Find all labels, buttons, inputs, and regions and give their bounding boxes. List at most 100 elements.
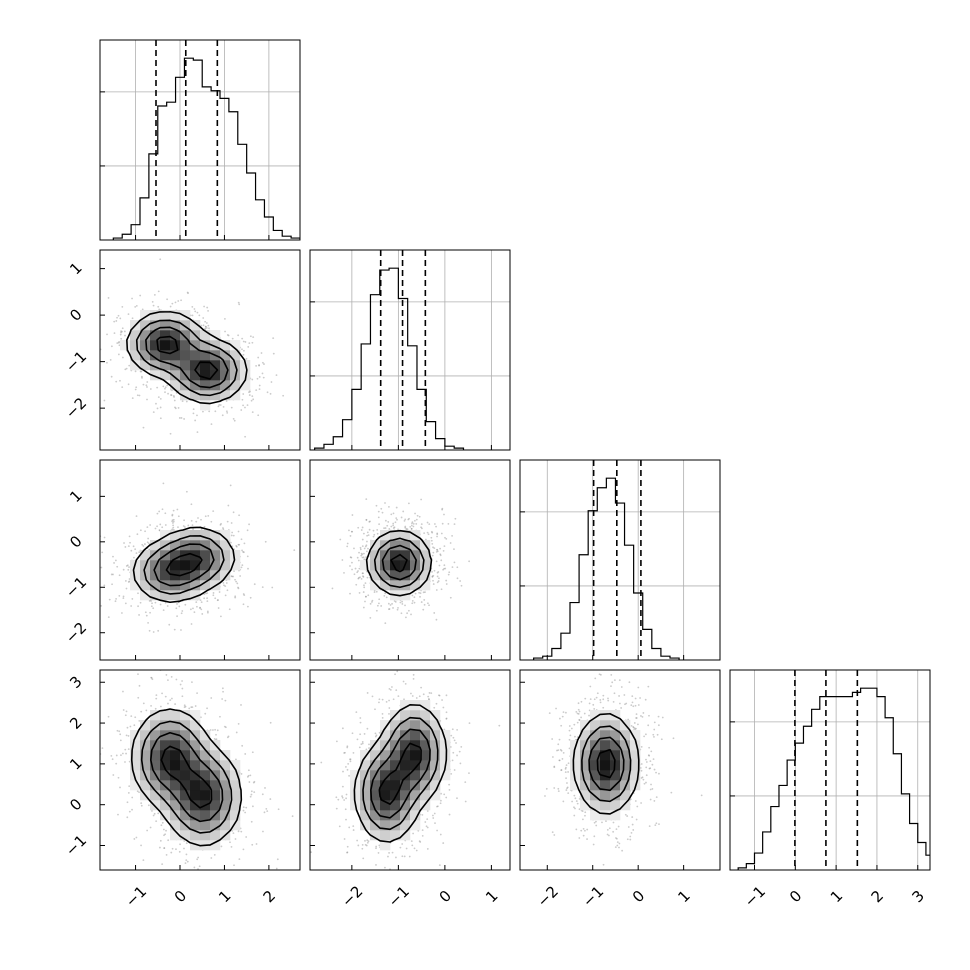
scatter-point xyxy=(170,851,173,854)
scatter-point xyxy=(439,799,442,802)
scatter-point xyxy=(442,549,445,552)
density-cell xyxy=(410,820,421,831)
scatter-point xyxy=(362,576,365,578)
scatter-point xyxy=(131,598,134,600)
scatter-point xyxy=(422,591,425,594)
scatter-point xyxy=(421,629,423,631)
density-cell xyxy=(130,760,141,771)
scatter-point xyxy=(403,855,406,858)
scatter-point xyxy=(214,728,217,731)
density-cell xyxy=(150,790,161,801)
scatter-point xyxy=(224,594,227,597)
scatter-point xyxy=(394,600,397,603)
scatter-point xyxy=(111,758,114,761)
scatter-point xyxy=(100,566,103,569)
scatter-point xyxy=(375,609,378,612)
scatter-point xyxy=(395,506,398,509)
scatter-point xyxy=(124,546,127,548)
density-cell xyxy=(130,350,141,361)
density-cell xyxy=(360,780,371,791)
scatter-point xyxy=(249,774,252,777)
scatter-point xyxy=(367,534,370,537)
scatter-point xyxy=(208,327,210,330)
scatter-point xyxy=(378,523,381,526)
scatter-point xyxy=(426,810,429,812)
scatter-point xyxy=(360,578,363,580)
scatter-point xyxy=(228,608,231,611)
scatter-point xyxy=(224,585,227,588)
scatter-point xyxy=(381,698,384,701)
scatter-point xyxy=(115,762,118,765)
scatter-point xyxy=(415,849,418,852)
scatter-point xyxy=(364,595,367,598)
scatter-point xyxy=(241,348,243,351)
scatter-point xyxy=(138,720,141,722)
scatter-point xyxy=(438,694,441,697)
density-cell xyxy=(410,790,421,801)
scatter-point xyxy=(191,524,194,527)
scatter-point xyxy=(97,552,99,554)
scatter-point xyxy=(245,836,248,838)
scatter-point xyxy=(380,605,383,607)
scatter-point xyxy=(172,395,175,397)
scatter-point xyxy=(88,382,90,384)
scatter-point xyxy=(266,810,269,812)
density-cell xyxy=(200,330,211,341)
scatter-point xyxy=(172,522,174,524)
scatter-point xyxy=(352,751,355,754)
density-cell xyxy=(130,770,141,781)
density-cell xyxy=(220,530,231,541)
density-cell xyxy=(170,780,181,791)
scatter-point xyxy=(371,601,373,603)
scatter-point xyxy=(451,728,454,731)
scatter-point xyxy=(277,808,280,811)
scatter-point xyxy=(335,796,338,799)
scatter-point xyxy=(401,843,404,845)
scatter-point xyxy=(128,566,130,568)
density-cell xyxy=(150,710,161,721)
scatter-point xyxy=(341,785,344,788)
scatter-point xyxy=(240,704,242,706)
scatter-point xyxy=(222,528,225,531)
scatter-point xyxy=(141,543,144,546)
scatter-point xyxy=(167,702,169,705)
scatter-point xyxy=(122,597,125,599)
scatter-point xyxy=(357,526,360,529)
density-cell xyxy=(220,560,231,571)
scatter-point xyxy=(430,536,433,539)
scatter-point xyxy=(449,596,452,599)
density-cell xyxy=(220,800,231,811)
density-cell xyxy=(400,530,411,541)
density-cell xyxy=(230,820,241,831)
scatter-point xyxy=(171,528,174,531)
scatter-point xyxy=(248,394,251,396)
density-cell xyxy=(140,730,151,741)
scatter-point xyxy=(186,291,189,294)
scatter-point xyxy=(218,591,221,593)
density-cell xyxy=(380,800,391,811)
density-cell xyxy=(190,800,201,811)
scatter-point xyxy=(246,775,249,778)
scatter-point xyxy=(436,550,439,553)
scatter-point xyxy=(232,832,235,835)
density-cell xyxy=(190,780,201,791)
scatter-point xyxy=(164,524,167,526)
scatter-point xyxy=(126,564,129,567)
scatter-point xyxy=(412,673,415,676)
scatter-point xyxy=(394,673,396,676)
scatter-point xyxy=(418,591,420,594)
scatter-point xyxy=(206,600,209,603)
density-cell xyxy=(400,820,411,831)
scatter-point xyxy=(202,324,205,327)
density-cell xyxy=(400,720,411,731)
scatter-point xyxy=(225,582,228,584)
scatter-point xyxy=(181,687,184,690)
scatter-point xyxy=(377,516,380,519)
scatter-point xyxy=(343,838,346,840)
scatter-point xyxy=(360,743,363,746)
scatter-point xyxy=(113,332,116,335)
scatter-point xyxy=(234,838,237,840)
scatter-point xyxy=(375,504,378,507)
scatter-point xyxy=(238,303,241,306)
scatter-point xyxy=(373,533,376,536)
